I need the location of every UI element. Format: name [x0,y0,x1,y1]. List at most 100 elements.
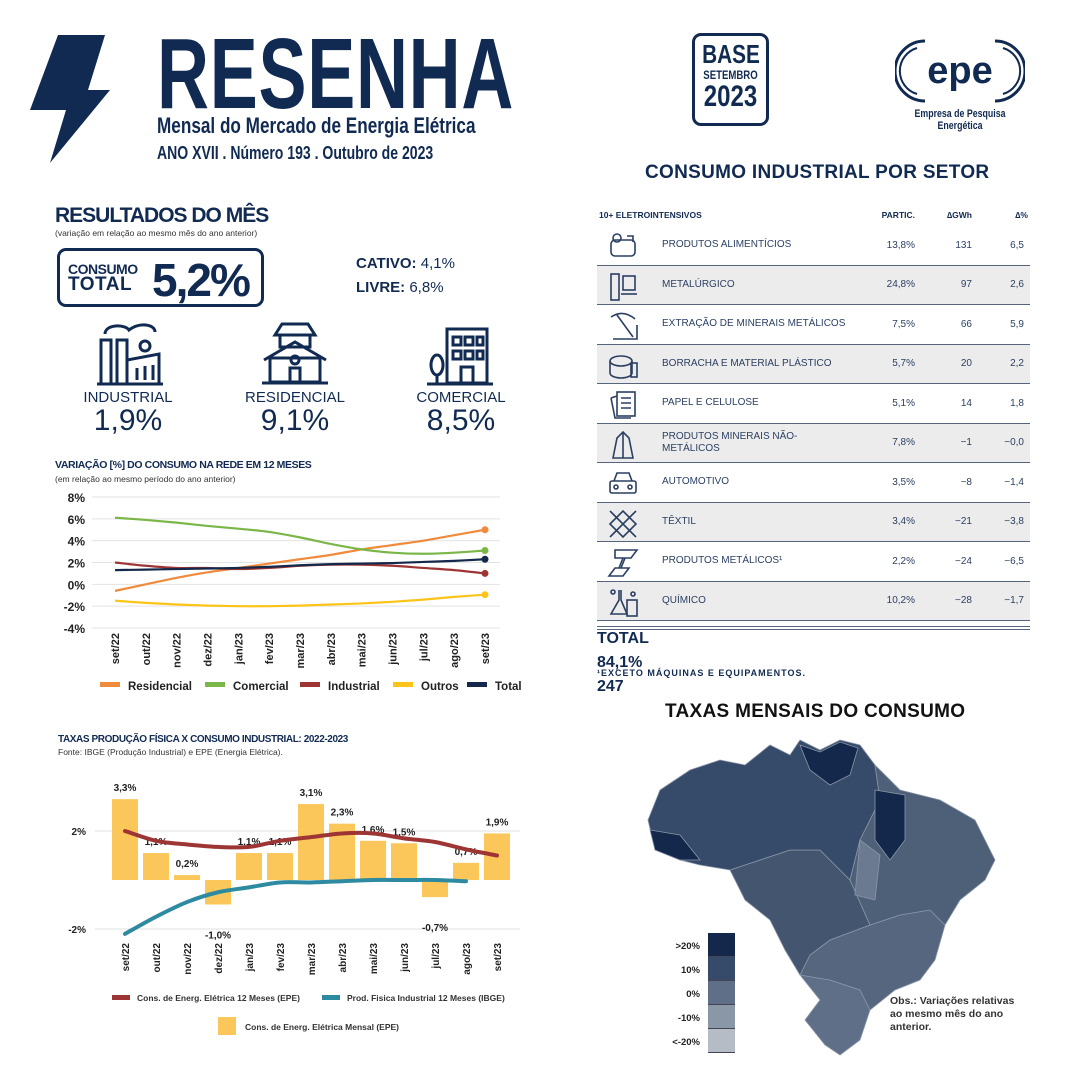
sector-name: PRODUTOS ALIMENTÍCIOS [662,239,792,250]
total-consumption-box: CONSUMO TOTAL 5,2% [57,248,264,307]
x-tick-label: mai/23 [369,943,380,975]
x-tick-label: set/22 [121,943,132,972]
line-chart-subtitle: (em relação ao mesmo período do ano ante… [55,474,236,484]
building-icon [427,327,493,386]
series-end-point [481,526,489,534]
base-badge: BASE SETEMBRO 2023 [692,33,769,126]
bar-data-label: 1,6% [362,825,385,836]
legend-label: >20% [675,941,700,952]
y-tick-label: 4% [68,535,86,549]
x-tick-label: mai/23 [357,633,369,667]
table-row: AUTOMOTIVO 3,5% −8 −1,4 [597,463,1030,503]
segment-value: 9,1% [260,404,330,437]
legend-swatch [708,933,735,957]
sector-name: EXTRAÇÃO DE MINERAIS METÁLICOS [662,318,846,329]
bar-data-label: 3,3% [114,783,137,794]
legend-label: Cons. de Energ. Elétrica Mensal (EPE) [245,1022,399,1032]
bar-data-label: 1,5% [393,827,416,838]
table-row: BORRACHA E MATERIAL PLÁSTICO 5,7% 20 2,2 [597,344,1030,384]
legend-label: Comercial [233,681,289,693]
results-subtitle: (variação em relação ao mesmo mês do ano… [55,228,258,238]
table-footnote: ¹EXCETO MÁQUINAS E EQUIPAMENTOS. [597,668,807,678]
bar [422,880,448,898]
series-line-outros [114,593,486,608]
segment-residencial: RESIDENCIAL 9,1% [225,389,365,436]
series-end-point [481,555,489,563]
epe-logo-text: epe [927,50,992,92]
series-line-total [114,558,486,572]
map-legend: >20% 10% 0% -10% <-20% [660,933,740,1055]
series-end-point [481,569,489,577]
segment-value: 1,9% [93,404,163,437]
bar-data-label: 2,3% [331,808,354,819]
table-row: TÊXTIL 3,4% −21 −3,8 [597,502,1030,542]
paper-icon [610,391,636,419]
series-end-point [481,591,489,599]
cativo-value: 4,1% [420,255,455,272]
publication-title: RESENHA [157,18,515,130]
sector-gwh: 97 [960,279,972,290]
sector-partic: 7,5% [892,318,915,330]
x-tick-label: jan/23 [245,943,256,973]
sector-partic: 24,8% [886,279,915,290]
bar-chart-title: TAXAS PRODUÇÃO FÍSICA X CONSUMO INDUSTRI… [58,734,348,745]
map-state-light [854,839,881,901]
sector-name: QUÍMICO [662,594,706,606]
cativo-stat: CATIVO: 4,1% [356,255,455,272]
table-total-row: TOTAL 84,1% 247 [597,626,1030,695]
total-label-2: TOTAL [68,274,133,295]
sector-pct: −0,0 [1004,437,1024,448]
x-tick-label: out/22 [152,943,163,973]
legend-label: Residencial [128,681,192,693]
segment-comercial: COMERCIAL 8,5% [391,389,531,436]
x-tick-label: jan/23 [233,633,245,665]
sector-name: AUTOMOTIVO [662,476,730,487]
legend-swatch [393,682,413,687]
x-tick-label: set/23 [480,633,492,664]
base-line1: BASE [702,39,760,69]
sector-gwh: −8 [960,476,972,488]
bar-chart-subtitle: Fonte: IBGE (Produção Industrial) e EPE … [58,747,283,757]
car-icon [609,472,637,494]
cativo-label: CATIVO: [356,255,417,272]
legend-swatch [218,1017,236,1035]
metallurgy-icon [610,272,637,301]
steel-beam-icon [607,549,639,577]
total-label-1: CONSUMO [68,261,138,277]
livre-value: 6,8% [409,279,444,296]
sector-partic: 7,8% [892,437,915,448]
series-line-1 [123,877,468,936]
sector-pct: −1,4 [1004,476,1024,488]
house-icon [262,322,328,385]
legend-swatch [708,981,735,1005]
series-end-point [481,546,489,554]
x-tick-label: fev/23 [264,633,276,664]
total-gwh: 247 [597,678,624,695]
sector-gwh: 14 [960,397,972,409]
map-title: TAXAS MENSAIS DO CONSUMO [665,701,966,722]
bar-data-label: 1,9% [486,817,509,828]
series-line-0 [123,829,499,858]
factory-icon [97,323,163,386]
legend-label: Cons. de Energ. Elétrica 12 Meses (EPE) [137,993,300,1003]
bar-data-label: 0,2% [176,859,199,870]
table-row: PRODUTOS METÁLICOS¹ 2,2% −24 −6,5 [597,542,1030,582]
base-line3: 2023 [703,80,758,113]
sector-pct: −3,8 [1004,516,1024,527]
segment-label: COMERCIAL [416,389,506,406]
segment-label: INDUSTRIAL [83,389,173,406]
table-row: QUÍMICO 10,2% −28 −1,7 [597,581,1030,621]
x-tick-label: abr/23 [326,633,338,665]
bar [112,799,138,880]
total-label: TOTAL [597,630,649,647]
table-row: METALÚRGICO 24,8% 97 2,6 [597,265,1030,305]
header-gwh: ∆GWh [946,210,972,220]
rubber-plastic-icon [609,354,638,379]
map-state-dark-3 [649,829,701,861]
line-chart-title: VARIAÇÃO [%] DO CONSUMO NA REDE EM 12 ME… [55,459,312,471]
x-tick-label: dez/22 [214,943,225,974]
x-tick-label: jun/23 [388,633,400,666]
segment-label: RESIDENCIAL [244,389,346,406]
header-partic: PARTIC. [881,210,915,220]
x-tick-label: ago/23 [462,943,473,975]
